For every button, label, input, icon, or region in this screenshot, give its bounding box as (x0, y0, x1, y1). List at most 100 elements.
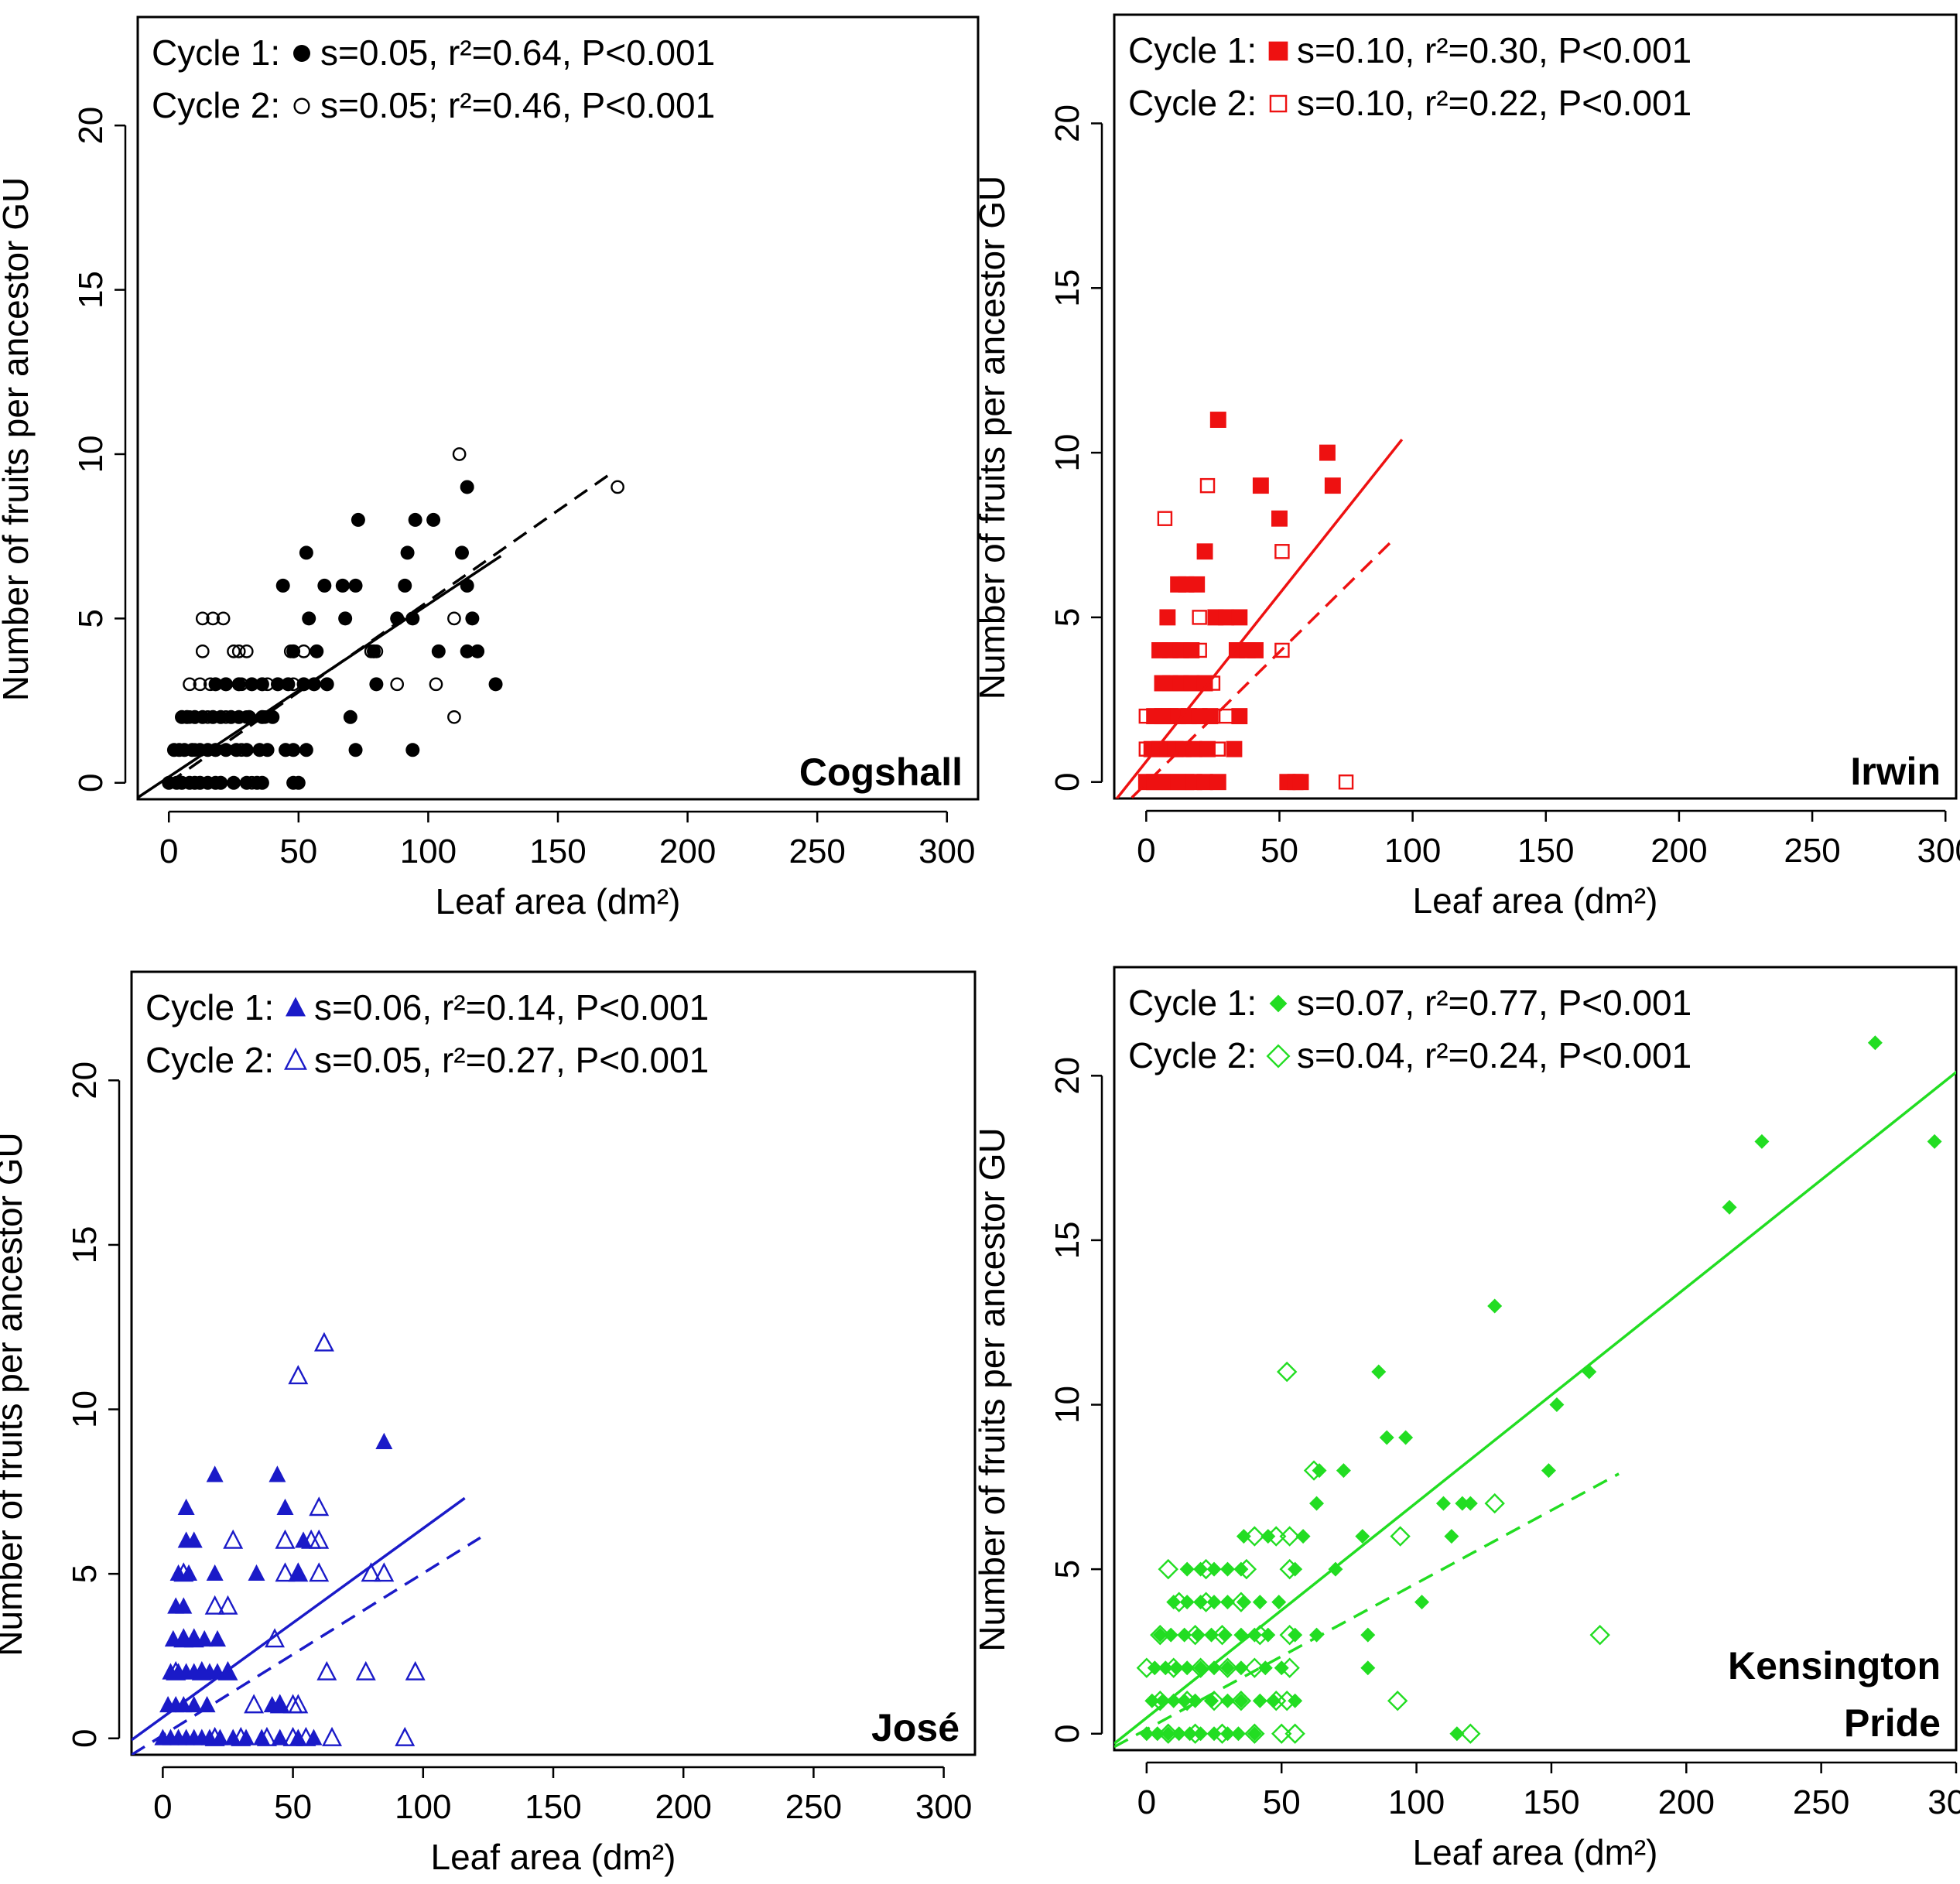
x-tick-label: 150 (529, 833, 586, 870)
data-point-cycle-2 (1271, 1723, 1292, 1744)
data-point-cycle-1 (1183, 675, 1200, 692)
data-point-cycle-2 (374, 1562, 395, 1582)
fit-line-cycle-1 (132, 1496, 466, 1742)
data-point-cycle-1 (1206, 1561, 1222, 1577)
data-point-cycle-2 (1589, 1624, 1610, 1646)
legend-label: Cycle 2: (1128, 83, 1257, 123)
data-point-cycle-1 (276, 1498, 294, 1516)
data-point-cycle-1 (1233, 1660, 1249, 1676)
data-point-cycle-1 (1150, 1726, 1165, 1742)
data-point-cycle-1 (185, 1695, 203, 1713)
legend-stats: s=0.10, r²=0.22, P<0.001 (1297, 83, 1691, 123)
data-point-cycle-2 (1230, 1691, 1252, 1711)
data-point-cycle-2 (231, 644, 246, 658)
x-tick-label: 100 (395, 1788, 451, 1826)
data-point-cycle-1 (296, 677, 311, 692)
y-tick-label: 5 (72, 609, 110, 627)
plot-area (132, 1332, 481, 1755)
y-axis-label: Number of fruits per ancestor GU (972, 176, 1012, 699)
data-point-cycle-1 (1219, 1561, 1235, 1577)
data-point-cycle-2 (313, 1332, 334, 1352)
plot-area (138, 447, 624, 799)
data-point-cycle-1 (286, 743, 301, 757)
data-point-cycle-1 (198, 1695, 216, 1713)
data-point-cycle-1 (231, 677, 246, 692)
data-point-cycle-1 (1196, 675, 1213, 692)
x-tick-label: 150 (1523, 1783, 1579, 1821)
data-point-cycle-1 (208, 677, 223, 692)
data-point-cycle-1 (175, 1597, 193, 1614)
data-point-cycle-2 (1244, 1657, 1265, 1678)
y-tick-label: 10 (66, 1390, 104, 1428)
data-point-cycle-1 (1444, 1529, 1459, 1544)
data-point-cycle-1 (1271, 510, 1288, 527)
x-tick-label: 0 (159, 833, 178, 870)
x-tick-label: 0 (1137, 1783, 1156, 1821)
data-point-cycle-2 (316, 1660, 337, 1681)
data-point-cycle-1 (1379, 1430, 1394, 1445)
data-point-cycle-2 (1192, 610, 1207, 625)
data-point-cycle-1 (1252, 1595, 1267, 1610)
plot-area (1115, 412, 1404, 798)
data-point-cycle-1 (1233, 1693, 1249, 1708)
data-point-cycle-1 (185, 1531, 203, 1548)
data-point-cycle-1 (1219, 1726, 1235, 1742)
data-point-cycle-1 (398, 578, 412, 593)
data-point-cycle-2 (204, 1595, 225, 1615)
x-axis-label: Leaf area (dm²) (1412, 1832, 1657, 1872)
data-point-cycle-1 (1189, 576, 1206, 593)
data-point-cycle-1 (1295, 1529, 1311, 1544)
data-point-cycle-1 (1177, 1627, 1192, 1643)
x-tick-label: 300 (1928, 1783, 1960, 1821)
x-tick-label: 200 (1658, 1783, 1715, 1821)
data-point-cycle-2 (452, 447, 467, 461)
data-point-cycle-2 (1484, 1492, 1505, 1514)
data-point-cycle-2 (1276, 1361, 1298, 1383)
data-point-cycle-1 (460, 644, 474, 658)
data-point-cycle-1 (1206, 1660, 1222, 1676)
legend-marker-cycle-2 (293, 97, 310, 115)
data-point-cycle-1 (400, 545, 415, 560)
legend-marker-cycle-2 (284, 1047, 307, 1070)
data-point-cycle-1 (343, 709, 357, 724)
data-point-cycle-1 (1231, 708, 1248, 725)
x-tick-label: 250 (788, 833, 845, 870)
data-point-cycle-2 (1338, 774, 1354, 790)
data-point-cycle-1 (214, 775, 228, 790)
data-point-cycle-1 (1193, 1561, 1209, 1577)
data-point-cycle-1 (1193, 1726, 1209, 1742)
x-tick-label: 300 (1917, 832, 1960, 870)
data-point-cycle-2 (244, 1694, 265, 1714)
data-point-cycle-2 (1244, 1526, 1265, 1547)
x-axis-label: Leaf area (dm²) (430, 1837, 676, 1877)
data-point-cycle-1 (1183, 642, 1200, 658)
data-point-cycle-1 (281, 677, 296, 692)
data-point-cycle-2 (1279, 1526, 1300, 1547)
data-point-cycle-2 (1284, 1723, 1305, 1744)
data-point-cycle-1 (1206, 1595, 1222, 1610)
data-point-cycle-1 (231, 709, 246, 724)
data-point-cycle-1 (1487, 1298, 1503, 1314)
data-point-cycle-2 (447, 709, 461, 724)
data-point-cycle-1 (260, 743, 275, 757)
x-tick-label: 200 (1650, 832, 1707, 870)
data-point-cycle-1 (465, 611, 480, 626)
data-point-cycle-2 (390, 677, 405, 692)
x-tick-label: 300 (915, 1788, 972, 1826)
y-tick-label: 15 (66, 1226, 104, 1263)
x-tick-label: 150 (1517, 832, 1574, 870)
legend-stats: s=0.05, r²=0.27, P<0.001 (314, 1040, 709, 1080)
data-point-cycle-1 (1193, 1595, 1209, 1610)
data-point-cycle-2 (216, 611, 231, 626)
y-tick-label: 5 (1048, 608, 1086, 627)
x-tick-label: 250 (1793, 1783, 1849, 1821)
data-point-cycle-1 (214, 709, 228, 724)
legend-stats: s=0.05, r²=0.64, P<0.001 (320, 32, 715, 73)
data-point-cycle-1 (224, 1728, 242, 1746)
legend-label: Cycle 2: (145, 1040, 274, 1080)
data-point-cycle-1 (177, 1498, 195, 1516)
data-point-cycle-1 (1549, 1397, 1565, 1413)
data-point-cycle-1 (1260, 1627, 1276, 1643)
data-point-cycle-2 (193, 677, 207, 692)
